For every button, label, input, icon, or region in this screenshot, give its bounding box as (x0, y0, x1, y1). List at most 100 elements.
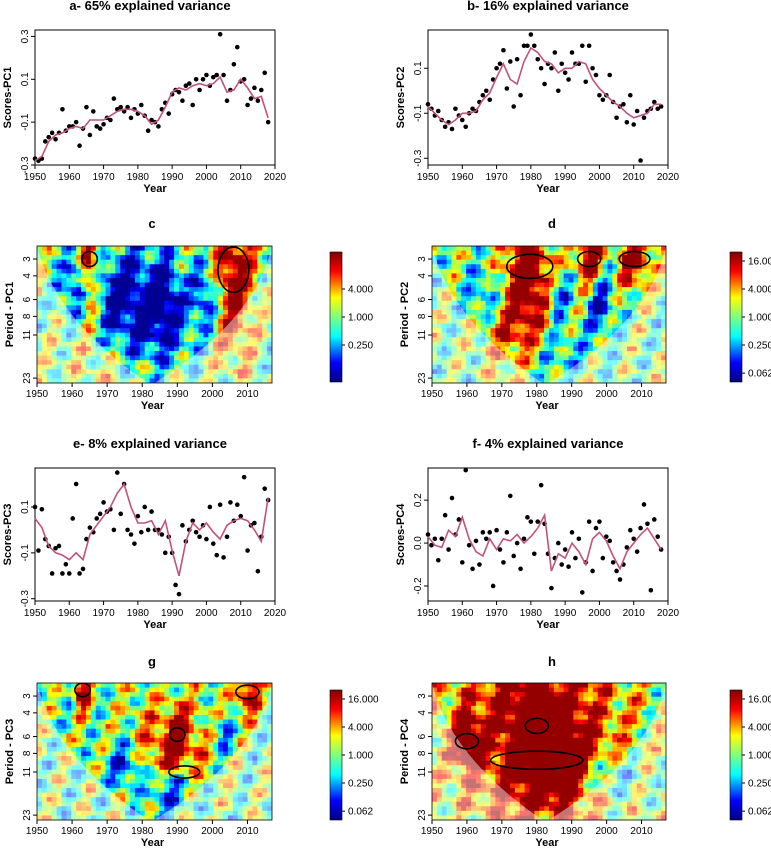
heatmap-cell (134, 719, 141, 725)
heatmap-cell (85, 268, 92, 274)
heatmap-cell (213, 264, 219, 270)
heatmap-cell (183, 360, 190, 366)
heatmap-cell (223, 255, 229, 261)
heatmap-cell (130, 769, 136, 775)
heatmap-cell (267, 756, 272, 762)
heatmap-cell (37, 683, 43, 689)
heatmap-cell (656, 360, 662, 366)
heatmap-cell (66, 341, 72, 348)
heatmap-cell (164, 801, 170, 807)
heatmap-cell (227, 246, 234, 252)
heatmap-cell (588, 332, 594, 338)
heatmap-cell (446, 801, 453, 807)
heatmap-cell (436, 323, 443, 329)
heatmap-cell (446, 774, 453, 780)
heatmap-cell (134, 364, 141, 370)
heatmap-cell (592, 319, 599, 325)
heatmap-cell (514, 337, 521, 343)
data-point (518, 566, 523, 572)
heatmap-cell (602, 360, 609, 366)
heatmap-cell (232, 309, 239, 316)
heatmap-cell (203, 355, 209, 361)
heatmap-cell (622, 259, 628, 265)
heatmap-cell (203, 705, 209, 711)
heatmap-cell (242, 296, 249, 302)
heatmap-cell (242, 783, 249, 789)
heatmap-cell (553, 337, 560, 343)
heatmap-cell (85, 714, 92, 721)
heatmap-cell (56, 351, 63, 357)
heatmap-cell (252, 810, 258, 817)
heatmap-cell (56, 701, 63, 707)
heatmap-cell (218, 259, 224, 265)
heatmap-cell (203, 714, 209, 721)
heatmap-cell (139, 346, 146, 352)
heatmap-cell (237, 783, 244, 789)
heatmap-cell (51, 369, 58, 375)
heatmap-cell (203, 769, 209, 775)
heatmap-cell (46, 287, 53, 293)
heatmap-cell (583, 250, 589, 256)
heatmap-cell (71, 268, 77, 274)
heatmap-cell (475, 273, 482, 279)
heatmap-cell (100, 323, 107, 329)
heatmap-cell (656, 291, 662, 297)
heatmap-cell (568, 246, 574, 252)
heatmap-cell (461, 255, 467, 261)
heatmap-cell (441, 751, 448, 757)
heatmap-cell (636, 373, 643, 380)
heatmap-cell (641, 364, 648, 370)
heatmap-cell (471, 314, 477, 320)
heatmap-cell (500, 328, 506, 334)
heatmap-cell (100, 774, 107, 780)
heatmap-cell (208, 792, 214, 798)
heatmap-cell (267, 291, 272, 297)
heatmap-cell (81, 259, 87, 265)
heatmap-cell (208, 683, 214, 689)
heatmap-cell (66, 250, 72, 256)
heatmap-cell (193, 783, 200, 789)
heatmap-cell (178, 319, 185, 325)
heatmap-cell (227, 742, 234, 748)
heatmap-cell (149, 373, 156, 380)
heatmap-cell (495, 287, 501, 293)
data-point (186, 81, 192, 86)
heatmap-cell (242, 319, 249, 325)
heatmap-cell (257, 346, 263, 352)
x-tick-label: 1990 (166, 826, 189, 837)
heatmap-cell (578, 259, 584, 265)
heatmap-cell (159, 337, 165, 343)
heatmap-cell (100, 810, 107, 817)
heatmap-cell (578, 360, 584, 366)
cone-of-influence (432, 246, 666, 383)
heatmap-cell (597, 309, 604, 316)
heatmap-cell (441, 701, 448, 707)
heatmap-cell (549, 264, 555, 270)
heatmap-cell (627, 277, 633, 284)
heatmap-cell (51, 259, 58, 265)
heatmap-cell (514, 300, 521, 306)
x-tick-label: 1990 (161, 172, 184, 183)
heatmap-cell (436, 314, 443, 320)
heatmap-cell (95, 332, 102, 338)
heatmap-cell (602, 300, 609, 306)
heatmap-cell (183, 309, 190, 316)
heatmap-cell (471, 364, 477, 370)
heatmap-cell (51, 687, 58, 693)
heatmap-cell (490, 305, 496, 311)
data-point (118, 104, 124, 110)
data-point (569, 50, 575, 55)
heatmap-cell (500, 296, 506, 302)
heatmap-cell (485, 341, 492, 348)
heatmap-cell (183, 373, 190, 380)
heatmap-cell (490, 364, 496, 370)
heatmap-cell (85, 733, 92, 739)
heatmap-cell (549, 250, 555, 256)
heatmap-cell (578, 341, 584, 348)
heatmap-cell (178, 701, 185, 707)
heatmap-cell (81, 742, 87, 748)
heatmap-cell (237, 751, 244, 757)
heatmap-cell (490, 282, 496, 288)
heatmap-cell (139, 264, 146, 270)
heatmap-cell (149, 351, 156, 357)
